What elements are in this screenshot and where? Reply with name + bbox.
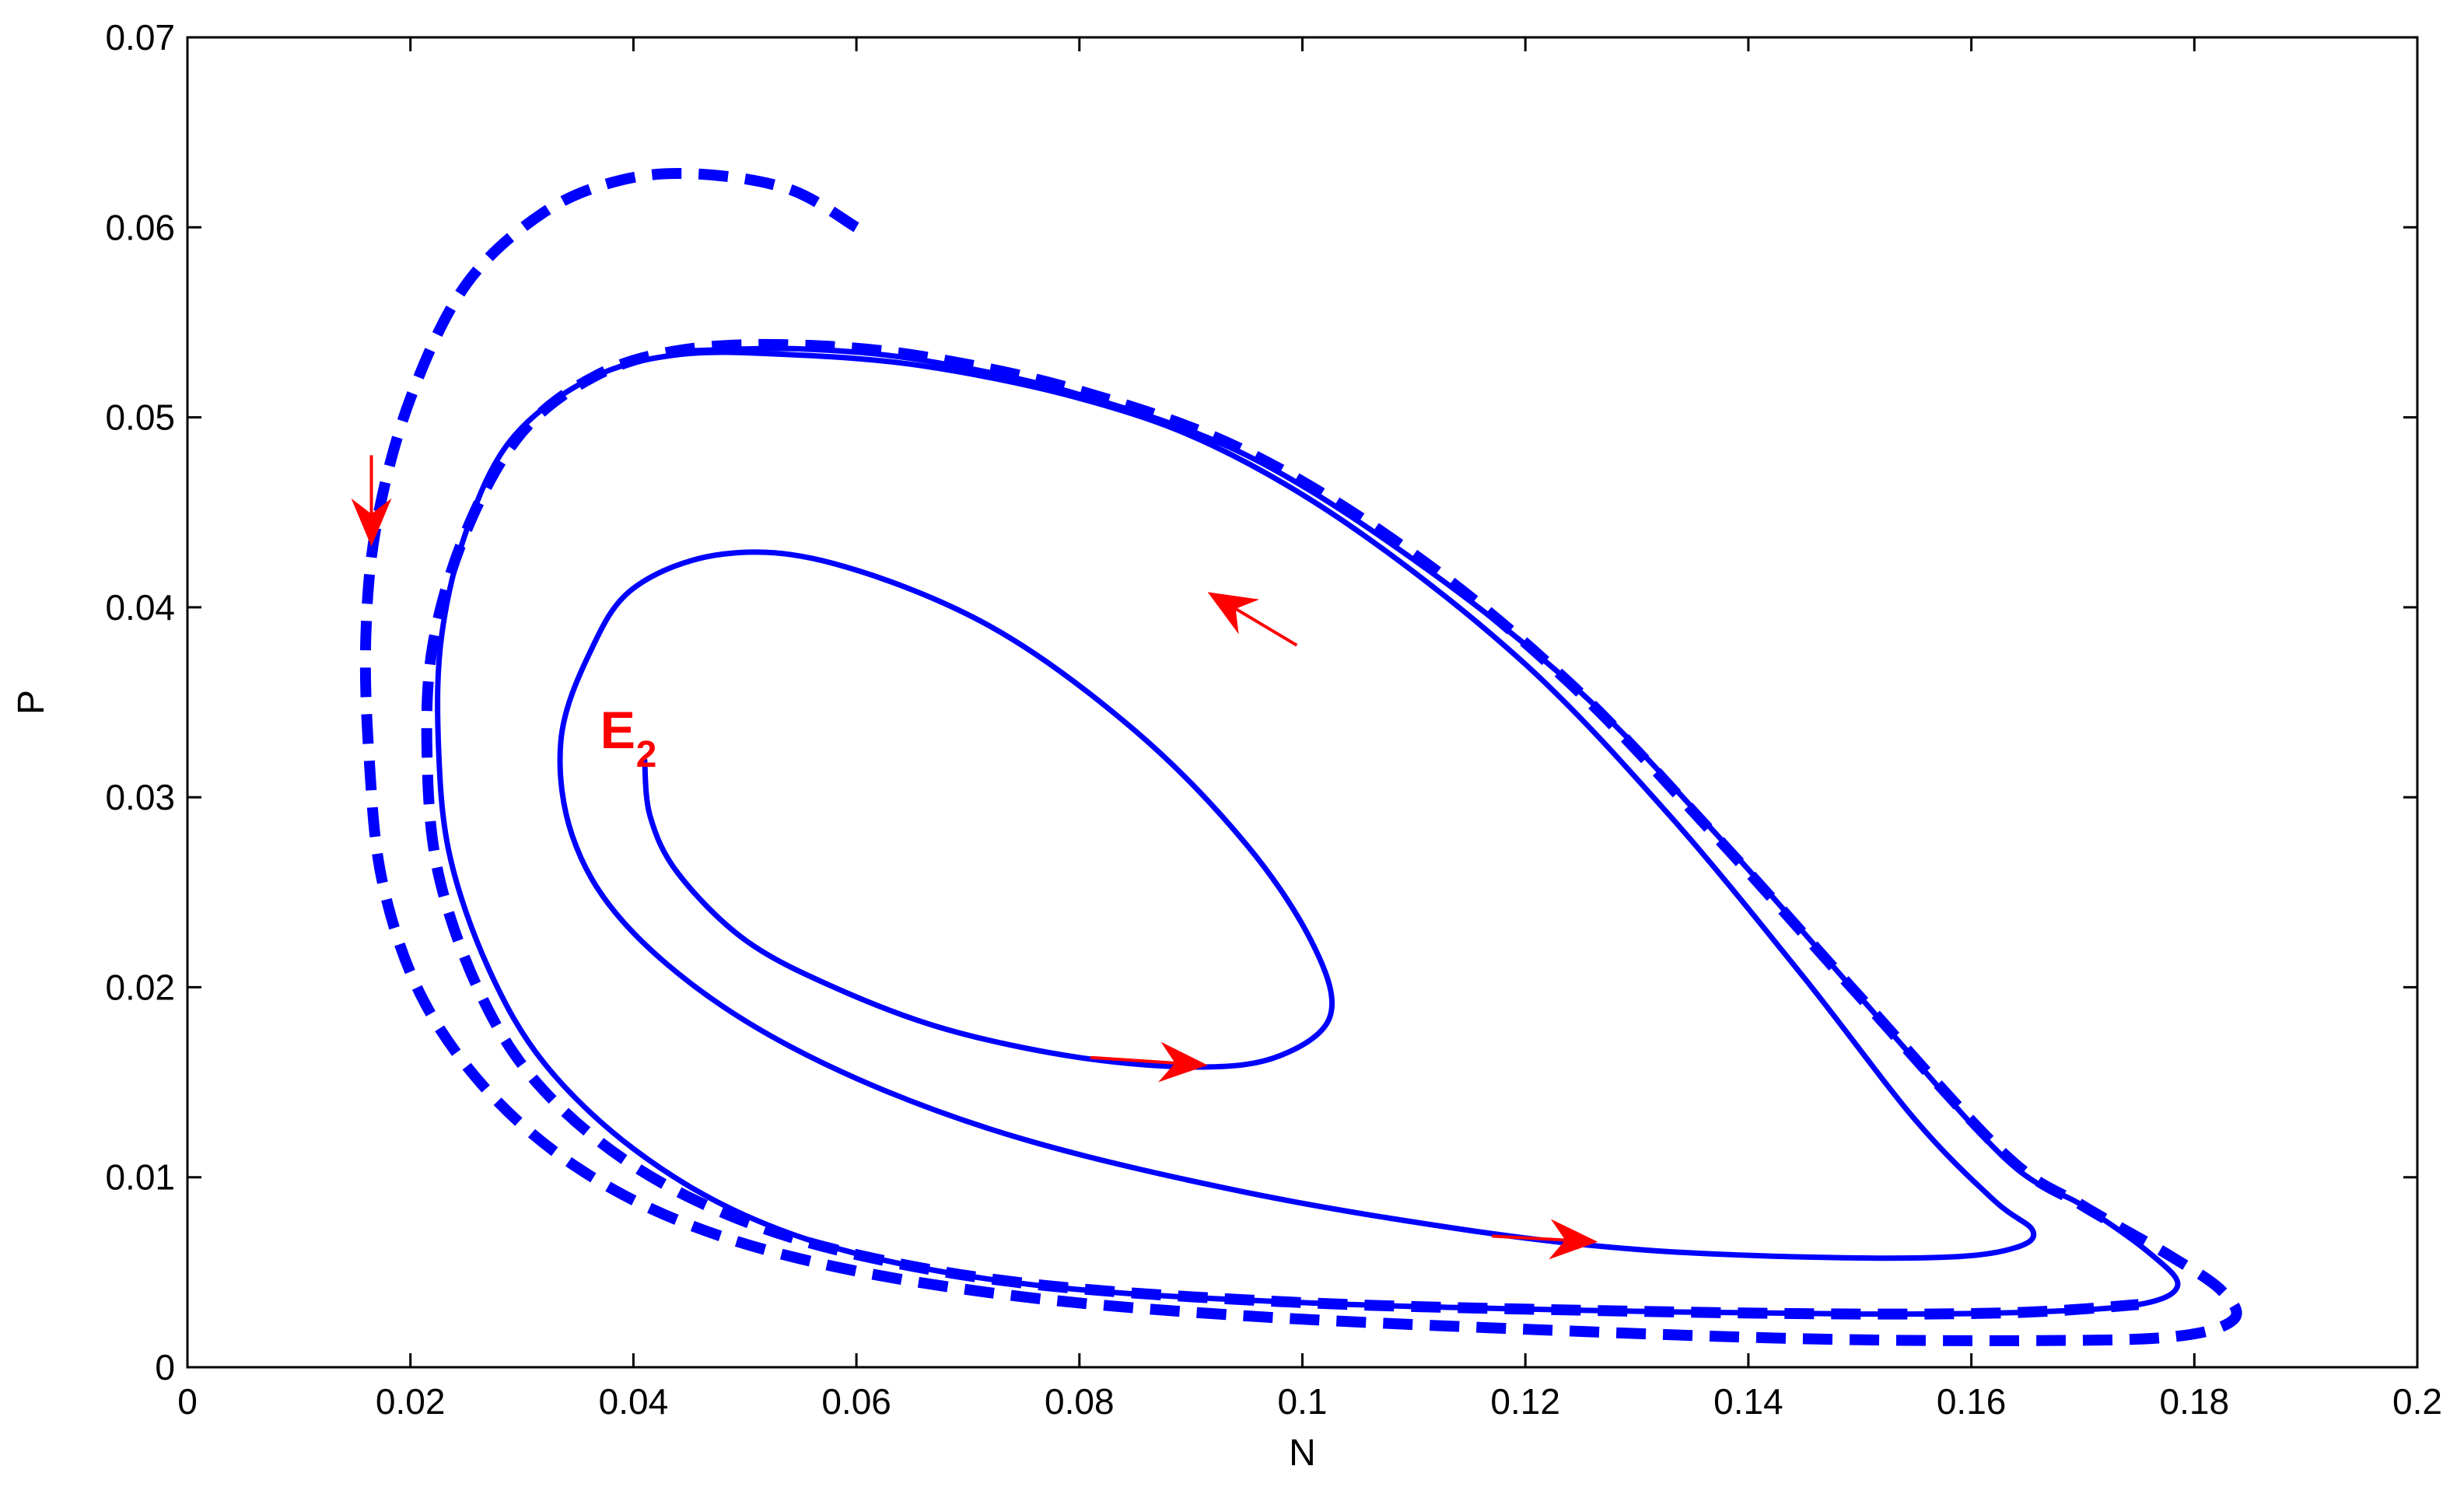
equilibrium-label: E — [600, 701, 635, 760]
direction-arrow-head — [351, 498, 392, 547]
x-tick-label: 0.08 — [1045, 1381, 1115, 1422]
direction-arrow-shaft — [1234, 607, 1298, 647]
direction-arrow — [1207, 592, 1298, 647]
direction-arrow — [1090, 1041, 1208, 1083]
direction-arrows — [351, 455, 1598, 1260]
solid-trajectory — [435, 345, 2181, 1317]
direction-arrow-shaft — [1492, 1234, 1566, 1242]
x-axis-label: N — [1289, 1433, 1316, 1474]
direction-arrow-head — [1549, 1219, 1598, 1260]
x-tick-label: 0.12 — [1490, 1381, 1560, 1422]
y-tick-label: 0.02 — [105, 967, 175, 1007]
equilibrium-annotation: E 2 — [600, 701, 657, 775]
x-tick-label: 0.2 — [2392, 1381, 2442, 1422]
direction-arrow-shaft — [1090, 1055, 1175, 1065]
y-tick-label: 0.05 — [105, 397, 175, 438]
dashed-trajectory — [359, 168, 2242, 1346]
trajectory-curves — [359, 168, 2242, 1346]
equilibrium-label-subscript: 2 — [636, 734, 657, 775]
axes-box — [186, 36, 2419, 1369]
y-axis-label: P — [11, 690, 52, 715]
x-tick-label: 0.02 — [376, 1381, 446, 1422]
axis-ticks: 0 0.02 0.04 0.06 0.08 0.1 0.12 0.14 0.16 0.18 0.2 0… — [105, 17, 2442, 1422]
x-tick-label: 0.06 — [821, 1381, 891, 1422]
y-tick-label: 0.07 — [105, 17, 175, 58]
y-tick-label: 0.06 — [105, 207, 175, 247]
x-tick-label: 0.18 — [2160, 1381, 2230, 1422]
x-tick-label: 0.04 — [599, 1381, 669, 1422]
direction-arrow-head — [1207, 592, 1260, 635]
y-tick-label: 0.03 — [105, 777, 175, 817]
y-tick-label: 0.04 — [105, 587, 175, 628]
y-tick-label: 0.01 — [105, 1157, 175, 1198]
direction-arrow-head — [1158, 1041, 1208, 1083]
x-tick-label: 0.1 — [1278, 1381, 1328, 1422]
x-tick-label: 0.16 — [1937, 1381, 2007, 1422]
direction-arrow — [1492, 1219, 1598, 1260]
y-tick-label: 0 — [155, 1347, 175, 1387]
x-tick-label: 0 — [177, 1381, 198, 1422]
direction-arrow — [351, 455, 392, 547]
x-tick-label: 0.14 — [1713, 1381, 1783, 1422]
